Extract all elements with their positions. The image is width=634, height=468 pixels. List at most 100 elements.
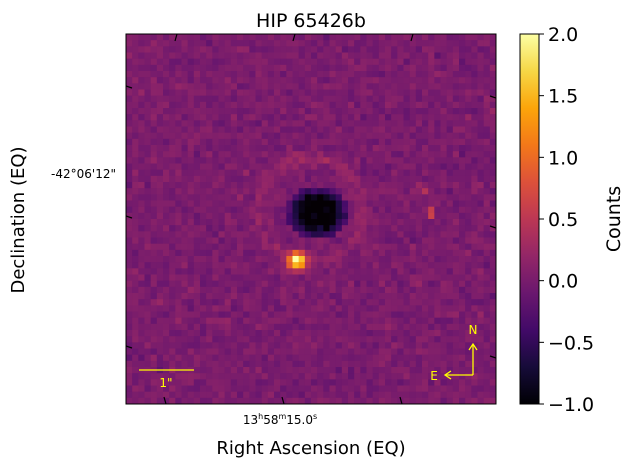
image-pixel (280, 114, 287, 121)
image-pixel (187, 194, 195, 201)
image-pixel (459, 138, 466, 146)
image-pixel (452, 64, 460, 72)
image-pixel (150, 262, 158, 269)
image-pixel (385, 151, 392, 158)
image-pixel (298, 108, 306, 115)
image-pixel (471, 243, 478, 251)
image-pixel (298, 58, 306, 66)
image-pixel (317, 274, 324, 281)
image-pixel (144, 373, 151, 380)
image-pixel (391, 188, 398, 195)
image-pixel (366, 367, 373, 374)
image-pixel (144, 71, 151, 78)
image-pixel (366, 231, 373, 238)
image-pixel (341, 194, 349, 201)
image-pixel (292, 268, 299, 275)
image-pixel (354, 317, 361, 325)
image-pixel (360, 182, 367, 189)
image-pixel (175, 182, 182, 189)
image-pixel (144, 188, 151, 195)
image-pixel (348, 64, 355, 72)
image-pixel (193, 163, 201, 170)
image-pixel (471, 225, 478, 232)
image-pixel (354, 323, 361, 331)
image-pixel (193, 83, 201, 90)
image-pixel (304, 46, 312, 53)
image-pixel (391, 114, 398, 121)
image-pixel (483, 145, 491, 152)
image-pixel (292, 163, 299, 170)
image-pixel (354, 46, 361, 53)
image-pixel (354, 58, 361, 66)
image-pixel (372, 52, 380, 59)
image-pixel (212, 262, 219, 269)
image-pixel (292, 64, 299, 72)
image-pixel (348, 237, 355, 244)
image-pixel (452, 286, 460, 294)
image-pixel (471, 336, 478, 343)
image-pixel (304, 151, 312, 158)
image-pixel (372, 219, 380, 226)
image-pixel (415, 71, 423, 78)
image-pixel (144, 391, 151, 399)
image-pixel (144, 108, 151, 115)
image-pixel (477, 336, 484, 343)
image-pixel (311, 83, 318, 90)
image-pixel (298, 323, 306, 331)
image-pixel (132, 299, 139, 306)
image-pixel (391, 354, 398, 362)
image-pixel (138, 126, 145, 133)
image-pixel (483, 163, 491, 170)
image-pixel (138, 268, 145, 275)
image-pixel (144, 354, 151, 362)
image-pixel (280, 299, 287, 306)
image-pixel (230, 305, 238, 312)
image-pixel (434, 311, 441, 318)
image-pixel (187, 342, 195, 349)
image-pixel (298, 175, 306, 183)
image-pixel (446, 132, 454, 140)
image-pixel (471, 108, 478, 115)
image-pixel (329, 77, 336, 84)
image-pixel (224, 175, 232, 183)
image-pixel (261, 243, 269, 251)
image-pixel (354, 336, 361, 343)
image-pixel (243, 373, 250, 380)
image-pixel (212, 77, 219, 84)
image-pixel (341, 126, 349, 133)
image-pixel (372, 280, 380, 288)
image-pixel (218, 182, 225, 189)
image-pixel (187, 317, 195, 325)
image-pixel (317, 58, 324, 66)
image-pixel (446, 317, 454, 325)
image-pixel (489, 231, 496, 238)
image-pixel (181, 157, 188, 164)
image-pixel (298, 243, 306, 251)
image-pixel (403, 64, 410, 72)
image-pixel (329, 237, 336, 244)
image-pixel (237, 46, 244, 53)
image-pixel (230, 299, 238, 306)
image-pixel (249, 219, 256, 226)
image-pixel (311, 108, 318, 115)
image-pixel (397, 145, 404, 152)
image-pixel (292, 169, 299, 177)
image-pixel (323, 348, 330, 355)
image-pixel (144, 52, 151, 59)
image-pixel (452, 52, 460, 59)
image-pixel (483, 188, 491, 195)
image-pixel (335, 188, 343, 195)
image-pixel (483, 157, 491, 164)
image-pixel (446, 138, 454, 146)
image-pixel (409, 237, 417, 244)
image-pixel (415, 225, 423, 232)
image-pixel (187, 280, 195, 288)
image-pixel (267, 280, 275, 288)
image-pixel (372, 354, 380, 362)
image-pixel (317, 262, 324, 269)
image-pixel (274, 262, 281, 269)
image-pixel (378, 354, 386, 362)
image-pixel (483, 182, 491, 189)
image-pixel (415, 95, 423, 103)
image-pixel (397, 348, 404, 355)
